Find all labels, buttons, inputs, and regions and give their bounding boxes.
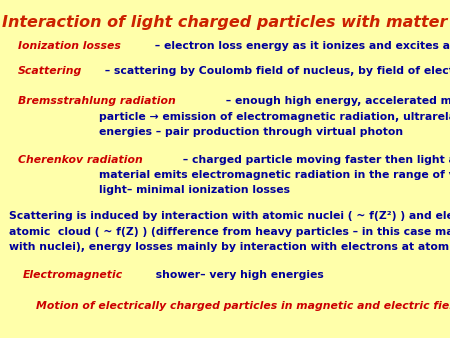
Text: Electromagnetic: Electromagnetic <box>22 270 123 281</box>
Text: shower– very high energies: shower– very high energies <box>152 270 324 281</box>
Text: Interaction of light charged particles with matter: Interaction of light charged particles w… <box>2 15 448 30</box>
Text: material emits electromagnetic radiation in the range of visible: material emits electromagnetic radiation… <box>99 170 450 180</box>
Text: light– minimal ionization losses: light– minimal ionization losses <box>99 185 290 195</box>
Text: Ionization losses: Ionization losses <box>18 41 121 51</box>
Text: – electron loss energy as it ionizes and excites atoms: – electron loss energy as it ionizes and… <box>151 41 450 51</box>
Text: – charged particle moving faster then light at given: – charged particle moving faster then li… <box>179 154 450 165</box>
Text: Cherenkov radiation: Cherenkov radiation <box>18 154 143 165</box>
Text: Motion of electrically charged particles in magnetic and electric fields: Motion of electrically charged particles… <box>36 301 450 311</box>
Text: atomic  cloud ( ~ f(Z) ) (difference from heavy particles – in this case mainly : atomic cloud ( ~ f(Z) ) (difference from… <box>9 226 450 237</box>
Text: energies – pair production through virtual photon: energies – pair production through virtu… <box>99 127 403 137</box>
Text: – enough high energy, accelerated motion of charged: – enough high energy, accelerated motion… <box>221 96 450 106</box>
Text: particle → emission of electromagnetic radiation, ultrarelativistic: particle → emission of electromagnetic r… <box>99 112 450 122</box>
Text: – scattering by Coulomb field of nucleus, by field of electrons: – scattering by Coulomb field of nucleus… <box>101 66 450 76</box>
Text: Scattering: Scattering <box>18 66 82 76</box>
Text: with nuclei), energy losses mainly by interaction with electrons at atomic cloud: with nuclei), energy losses mainly by in… <box>9 242 450 252</box>
Text: Scattering is induced by interaction with atomic nuclei ( ~ f(Z²) ) and electron: Scattering is induced by interaction wit… <box>9 211 450 221</box>
Text: Bremsstrahlung radiation: Bremsstrahlung radiation <box>18 96 176 106</box>
